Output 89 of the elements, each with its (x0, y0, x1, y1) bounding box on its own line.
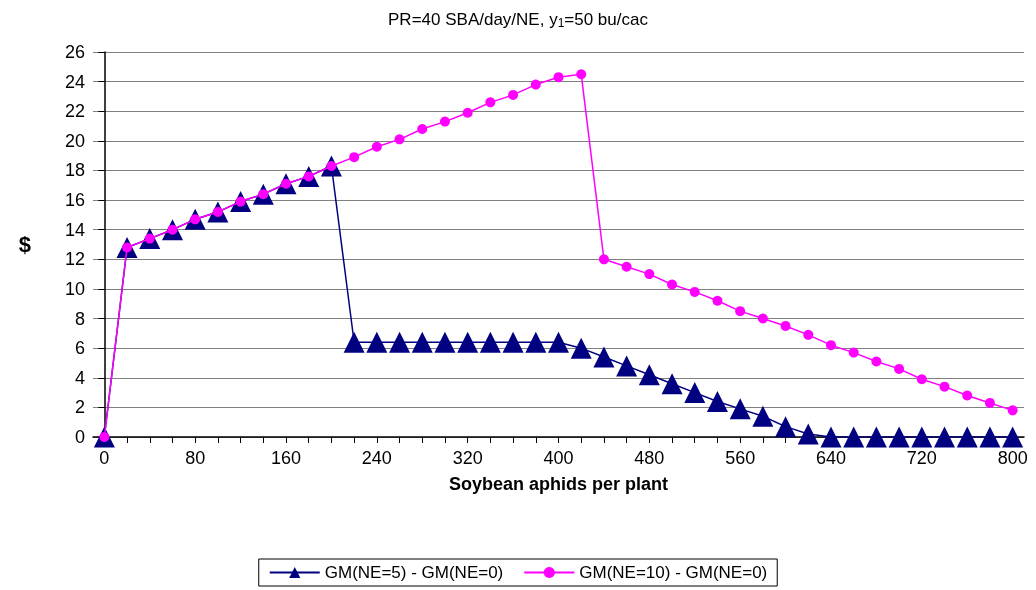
point (911, 426, 933, 448)
point (962, 390, 973, 401)
x-axis-title: Soybean aphids per plant (448, 474, 669, 494)
point (548, 331, 569, 353)
point (1007, 405, 1018, 416)
x-tick-label: 720 (906, 448, 937, 468)
point (638, 364, 660, 386)
y-tick-label: 6 (74, 338, 85, 359)
point (1002, 426, 1024, 448)
point (956, 426, 978, 448)
x-tick-label: 160 (270, 448, 302, 468)
point (803, 329, 814, 340)
x-tick-label: 560 (725, 448, 756, 468)
point (593, 346, 615, 368)
point (934, 426, 956, 448)
y-tick-label: 2 (74, 397, 85, 418)
y-tick-label: 22 (64, 101, 85, 122)
y-tick-label: 18 (64, 160, 85, 181)
point (576, 69, 587, 80)
point (797, 423, 819, 445)
point (485, 97, 496, 108)
x-tick-label: 800 (997, 448, 1028, 468)
point (979, 426, 1001, 448)
y-tick-label: 4 (74, 367, 85, 388)
point (820, 426, 842, 448)
x-tick-label: 240 (361, 448, 392, 468)
point (411, 331, 433, 353)
point (508, 89, 519, 100)
point (479, 331, 501, 353)
y-axis-title: $ (18, 232, 31, 257)
point (502, 331, 524, 353)
point (553, 72, 564, 83)
x-tick-label: 320 (452, 448, 483, 468)
point (712, 295, 723, 306)
point (439, 116, 450, 127)
point (349, 152, 360, 163)
y-tick-label: 0 (74, 427, 85, 447)
point (417, 124, 428, 134)
y-tick-label: 8 (74, 308, 85, 329)
point (343, 331, 365, 353)
point (757, 313, 768, 324)
point (780, 320, 791, 331)
point (434, 331, 456, 353)
point (661, 373, 683, 395)
point (939, 381, 950, 392)
point (457, 331, 479, 353)
legend-label: GM(NE=10) - GM(NE=0) (579, 563, 768, 582)
x-tick-label: 400 (543, 448, 574, 468)
point (752, 405, 774, 427)
point (865, 426, 887, 448)
y-tick-label: 12 (64, 249, 85, 270)
point (843, 426, 865, 448)
point (366, 331, 388, 353)
x-tick-label: 80 (185, 448, 206, 468)
point (394, 134, 405, 145)
point (916, 374, 927, 385)
point (684, 382, 706, 404)
y-tick-label: 14 (64, 219, 85, 240)
x-tick-label: 0 (99, 448, 110, 468)
y-tick-label: 24 (64, 71, 85, 92)
point (530, 79, 541, 90)
point (570, 337, 592, 359)
y-tick-label: 20 (64, 130, 85, 151)
point (888, 426, 910, 448)
x-tick-label: 480 (634, 448, 665, 468)
point (689, 286, 700, 297)
point (525, 331, 547, 353)
point (616, 355, 638, 377)
point (371, 141, 382, 152)
point (462, 107, 473, 118)
point (644, 269, 655, 280)
y-tick-label: 16 (64, 190, 85, 211)
point (729, 398, 751, 420)
point (894, 363, 905, 374)
point (826, 340, 836, 351)
point (775, 416, 797, 438)
x-tick-label: 640 (815, 448, 847, 468)
point (598, 254, 609, 265)
point (706, 390, 728, 412)
point (735, 306, 746, 317)
point (848, 347, 859, 358)
point (871, 356, 882, 367)
point (984, 397, 995, 408)
legend-label: GM(NE=5) - GM(NE=0) (324, 563, 504, 582)
point (621, 261, 632, 272)
y-tick-label: 10 (64, 278, 85, 299)
point (667, 279, 678, 290)
y-tick-label: 26 (64, 42, 85, 62)
point (389, 331, 411, 353)
